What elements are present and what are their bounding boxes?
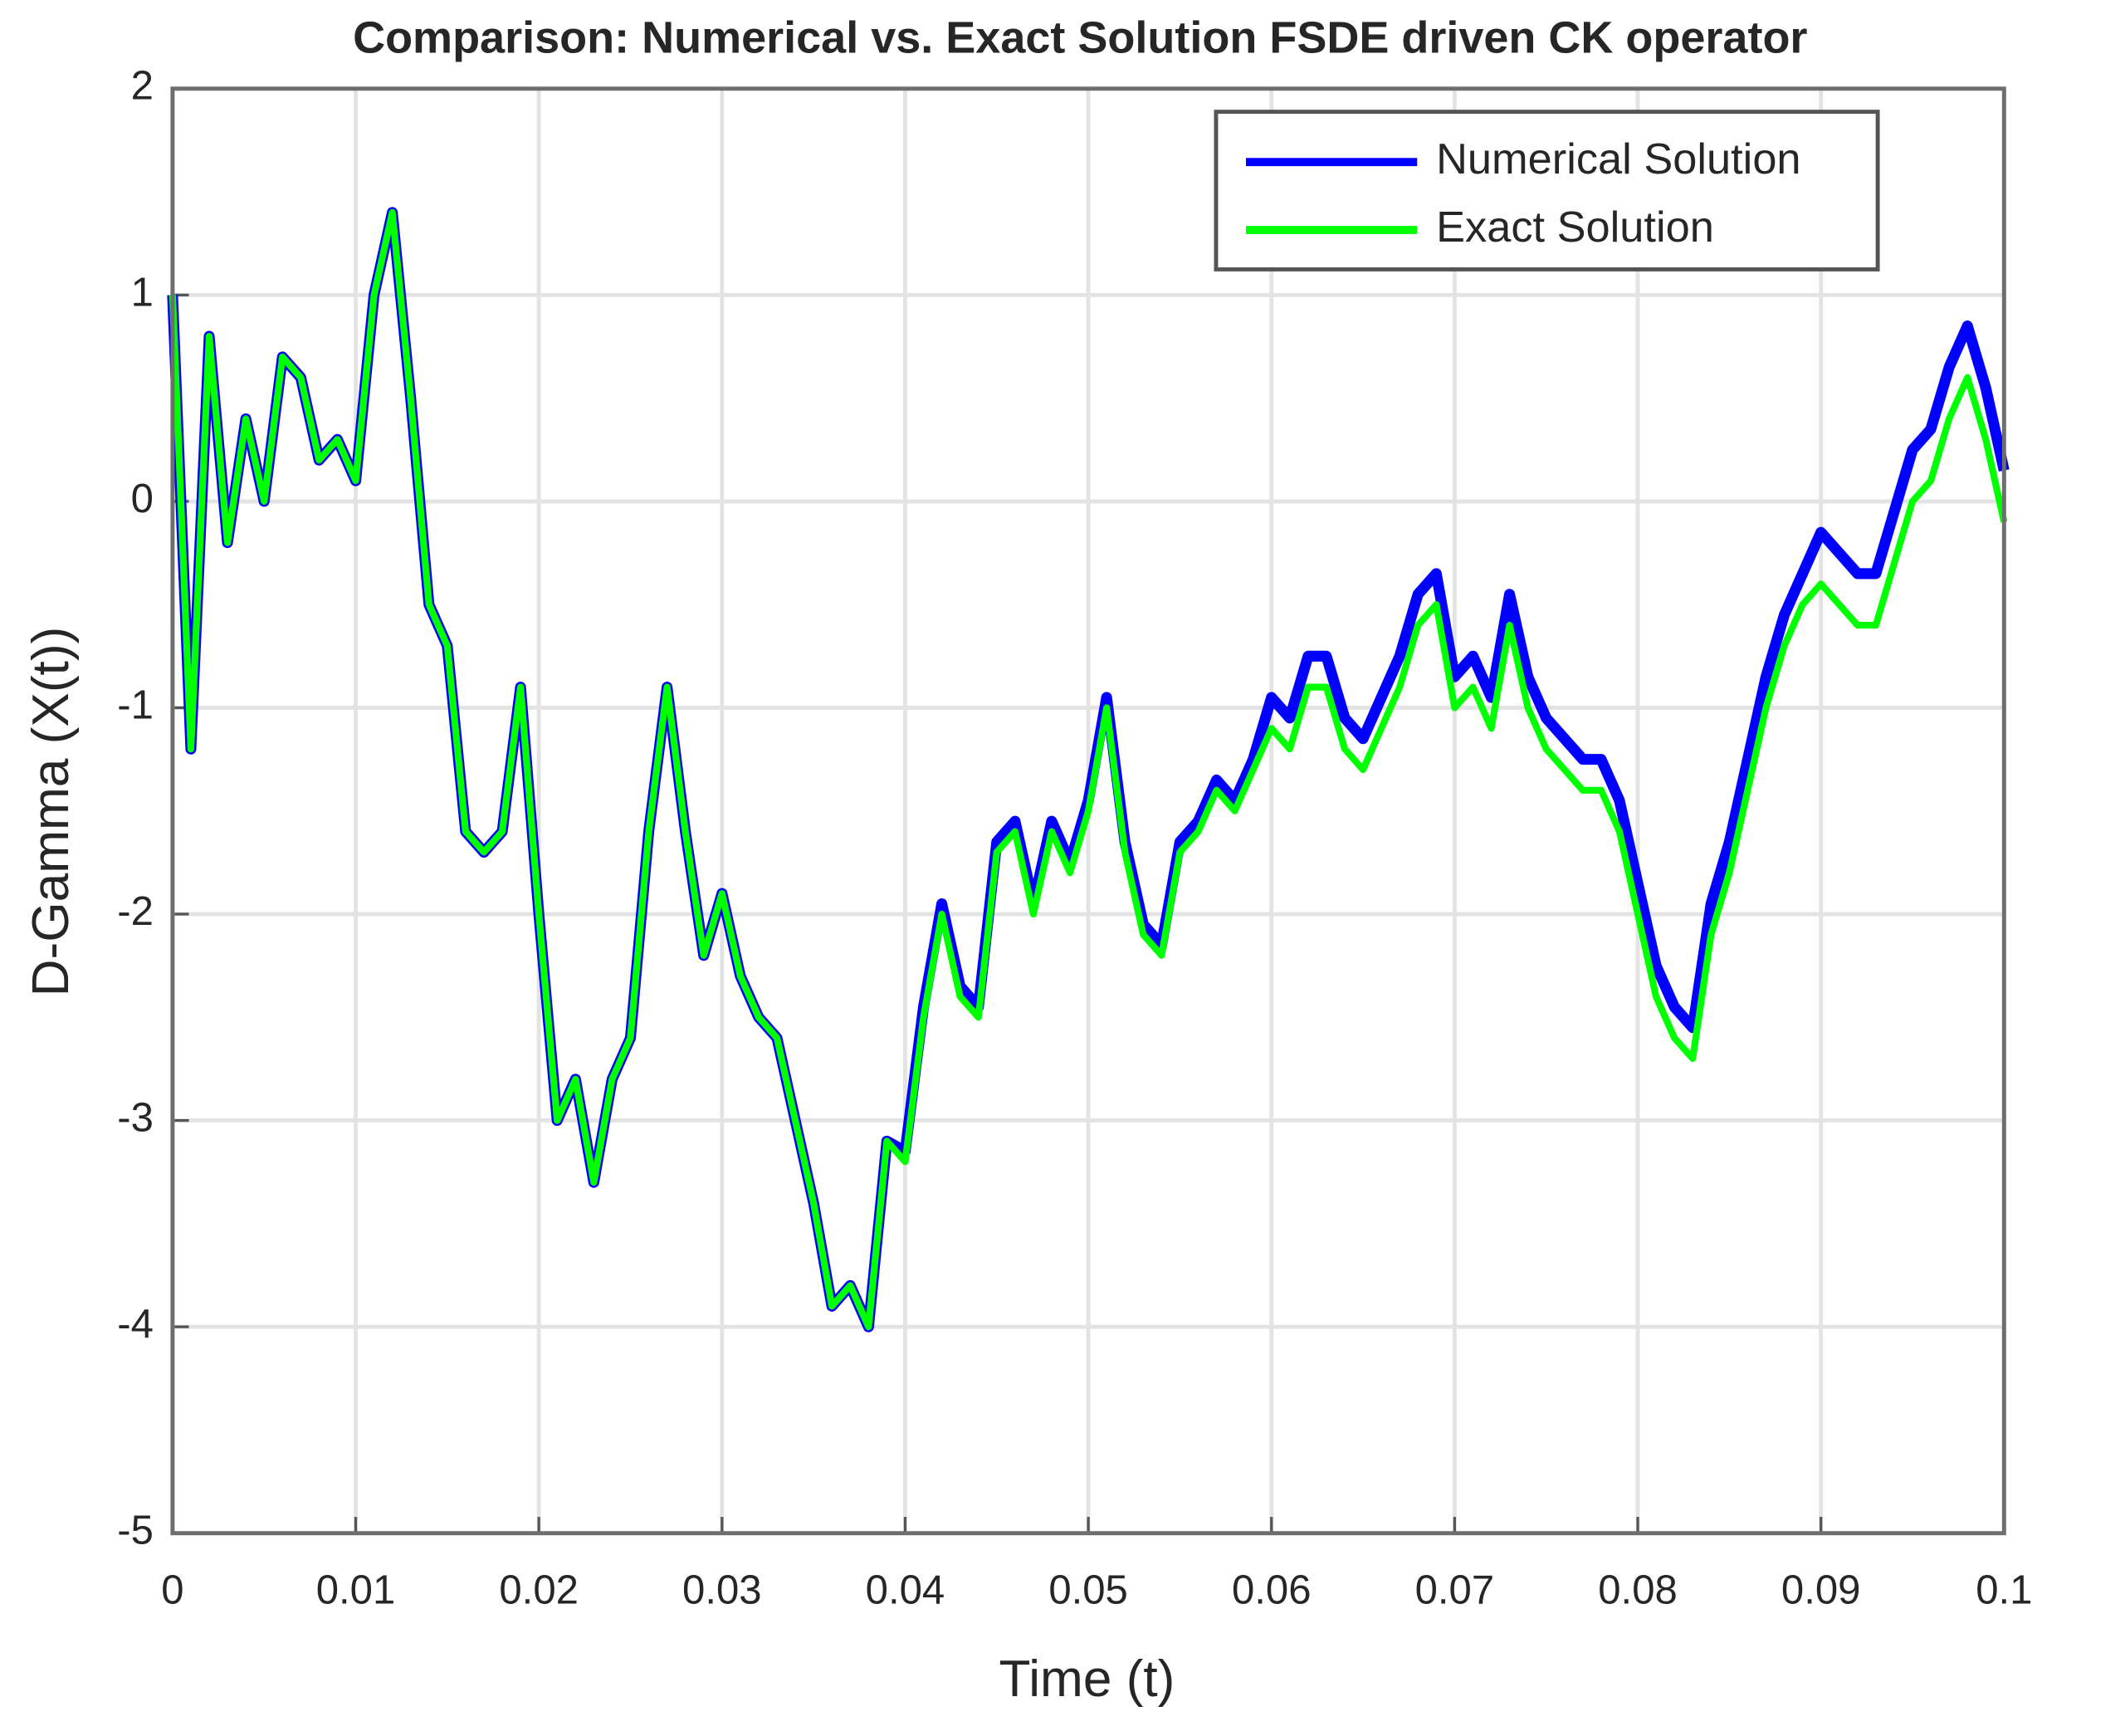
legend-label: Numerical Solution: [1436, 135, 1800, 183]
y-tick-label: -3: [117, 1096, 154, 1141]
x-tick-label: 0.06: [1232, 1568, 1312, 1613]
y-tick-label: -1: [117, 682, 154, 727]
x-axis-label: Time (t): [999, 1650, 1175, 1708]
x-tick-label: 0.04: [866, 1568, 945, 1613]
y-tick-label: 1: [131, 270, 154, 315]
x-tick-label: 0.01: [316, 1568, 396, 1613]
y-tick-label: -5: [117, 1509, 154, 1553]
x-tick-label: 0.07: [1415, 1568, 1495, 1613]
x-tick-label: 0.05: [1048, 1568, 1128, 1613]
plot-frame: [170, 86, 2006, 1536]
x-tick-label: 0.1: [1976, 1568, 2032, 1613]
legend-box: [1214, 110, 1880, 271]
y-tick-label: -2: [117, 889, 154, 934]
legend-label: Exact Solution: [1436, 203, 1714, 252]
x-tick-label: 0.09: [1781, 1568, 1861, 1613]
x-tick-label: 0: [161, 1568, 183, 1613]
x-tick-label: 0.03: [682, 1568, 762, 1613]
x-tick-label: 0.08: [1598, 1568, 1678, 1613]
y-tick-label: -4: [117, 1302, 154, 1347]
y-tick-label: 2: [131, 64, 154, 109]
x-tick-label: 0.02: [499, 1568, 579, 1613]
y-tick-label: 0: [131, 477, 154, 521]
y-axis-label: D-Gamma (X(t)): [22, 627, 80, 997]
chart-title: Comparison: Numerical vs. Exact Solution…: [353, 13, 1807, 63]
series-line: [169, 208, 2008, 1331]
